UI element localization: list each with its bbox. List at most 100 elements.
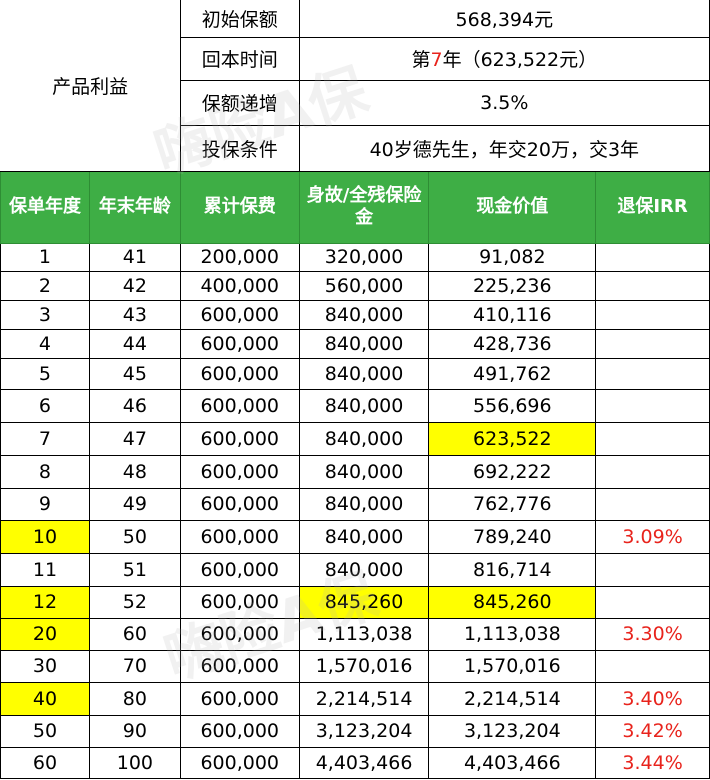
table-row: 20 60 600,000 1,113,038 1,113,038 3.30% — [0, 617, 710, 651]
cell-premium: 600,000 — [179, 649, 300, 683]
cell-death: 560,000 — [298, 270, 430, 301]
cell-irr — [595, 242, 710, 272]
cell-year: 5 — [0, 357, 90, 390]
cell-cash: 816,714 — [428, 552, 597, 587]
header-death-benefit: 身故/全残保险金 — [298, 170, 430, 244]
cell-year: 20 — [0, 617, 90, 651]
table-row: 40 80 600,000 2,214,514 2,214,514 3.40% — [0, 681, 710, 716]
cell-cash: 556,696 — [428, 388, 597, 423]
cell-year: 1 — [0, 242, 90, 272]
cell-death: 840,000 — [298, 519, 430, 554]
cell-irr: 3.09% — [595, 519, 710, 554]
product-benefit-label: 产品利益 — [0, 0, 181, 172]
cell-age: 45 — [88, 357, 181, 390]
cell-death: 840,000 — [298, 487, 430, 521]
cell-irr — [595, 270, 710, 301]
cell-year: 2 — [0, 270, 90, 301]
header-age: 年末年龄 — [88, 170, 181, 244]
cell-premium: 600,000 — [179, 487, 300, 521]
cell-premium: 600,000 — [179, 585, 300, 619]
payback-prefix: 第 — [411, 49, 431, 71]
cell-death: 1,113,038 — [298, 617, 430, 651]
cell-age: 47 — [88, 421, 181, 456]
cell-year: 11 — [0, 552, 90, 587]
cell-irr — [595, 421, 710, 456]
cell-premium: 600,000 — [179, 617, 300, 651]
cell-year: 60 — [0, 746, 90, 779]
cell-age: 70 — [88, 649, 181, 683]
cell-age: 52 — [88, 585, 181, 619]
cell-irr — [595, 454, 710, 489]
cell-death: 840,000 — [298, 454, 430, 489]
cell-age: 46 — [88, 388, 181, 423]
cell-premium: 600,000 — [179, 681, 300, 716]
cell-age: 100 — [88, 746, 181, 779]
cell-year: 3 — [0, 299, 90, 330]
header-premium: 累计保费 — [179, 170, 300, 244]
summary-section: 产品利益 初始保额 568,394元 回本时间 第7年（623,522元） 保额… — [0, 0, 710, 172]
cell-cash: 845,260 — [428, 585, 597, 619]
cell-year: 30 — [0, 649, 90, 683]
cell-premium: 400,000 — [179, 270, 300, 301]
table-row: 6 46 600,000 840,000 556,696 — [0, 388, 710, 423]
cell-death: 840,000 — [298, 357, 430, 390]
table-header-row: 保单年度 年末年龄 累计保费 身故/全残保险金 现金价值 退保IRR — [0, 170, 710, 244]
cell-cash: 2,214,514 — [428, 681, 597, 716]
table-row: 10 50 600,000 840,000 789,240 3.09% — [0, 519, 710, 554]
cell-irr — [595, 357, 710, 390]
cell-premium: 600,000 — [179, 299, 300, 330]
header-cash-value: 现金价值 — [428, 170, 597, 244]
cell-age: 49 — [88, 487, 181, 521]
summary-label-initial-sum: 初始保额 — [179, 0, 300, 38]
cell-cash: 1,570,016 — [428, 649, 597, 683]
table-body: 1 41 200,000 320,000 91,082 2 42 400,000 560,000… — [0, 242, 710, 779]
summary-value-initial-sum: 568,394元 — [298, 0, 710, 38]
cell-irr: 3.44% — [595, 746, 710, 779]
cell-year: 12 — [0, 585, 90, 619]
cell-year: 7 — [0, 421, 90, 456]
cell-irr — [595, 649, 710, 683]
cell-death: 845,260 — [298, 585, 430, 619]
cell-death: 4,403,466 — [298, 746, 430, 779]
table-row: 5 45 600,000 840,000 491,762 — [0, 357, 710, 390]
cell-cash: 491,762 — [428, 357, 597, 390]
cell-premium: 600,000 — [179, 552, 300, 587]
cell-irr — [595, 299, 710, 330]
cell-irr — [595, 552, 710, 587]
summary-value-increase: 3.5% — [298, 79, 710, 126]
cell-death: 320,000 — [298, 242, 430, 272]
cell-death: 2,214,514 — [298, 681, 430, 716]
cell-irr — [595, 487, 710, 521]
cell-death: 840,000 — [298, 388, 430, 423]
summary-value-payback: 第7年（623,522元） — [298, 36, 710, 81]
cell-premium: 600,000 — [179, 421, 300, 456]
cell-irr: 3.40% — [595, 681, 710, 716]
cell-death: 840,000 — [298, 328, 430, 359]
cell-death: 840,000 — [298, 299, 430, 330]
cell-death: 840,000 — [298, 421, 430, 456]
cell-age: 44 — [88, 328, 181, 359]
cell-premium: 600,000 — [179, 388, 300, 423]
cell-irr: 3.42% — [595, 714, 710, 748]
cell-age: 80 — [88, 681, 181, 716]
cell-age: 48 — [88, 454, 181, 489]
header-irr: 退保IRR — [595, 170, 710, 244]
cell-premium: 600,000 — [179, 714, 300, 748]
cell-year: 9 — [0, 487, 90, 521]
table-row: 60 100 600,000 4,403,466 4,403,466 3.44% — [0, 746, 710, 779]
table-row: 2 42 400,000 560,000 225,236 — [0, 270, 710, 301]
table-row: 12 52 600,000 845,260 845,260 — [0, 585, 710, 619]
cell-cash: 762,776 — [428, 487, 597, 521]
table-row: 4 44 600,000 840,000 428,736 — [0, 328, 710, 359]
cell-cash: 1,113,038 — [428, 617, 597, 651]
summary-label-payback: 回本时间 — [179, 36, 300, 81]
cell-year: 10 — [0, 519, 90, 554]
cell-cash: 789,240 — [428, 519, 597, 554]
table-row: 1 41 200,000 320,000 91,082 — [0, 242, 710, 272]
cell-premium: 200,000 — [179, 242, 300, 272]
cell-year: 4 — [0, 328, 90, 359]
cell-premium: 600,000 — [179, 357, 300, 390]
cell-age: 43 — [88, 299, 181, 330]
cell-age: 51 — [88, 552, 181, 587]
summary-value-condition: 40岁德先生，年交20万，交3年 — [298, 124, 710, 172]
